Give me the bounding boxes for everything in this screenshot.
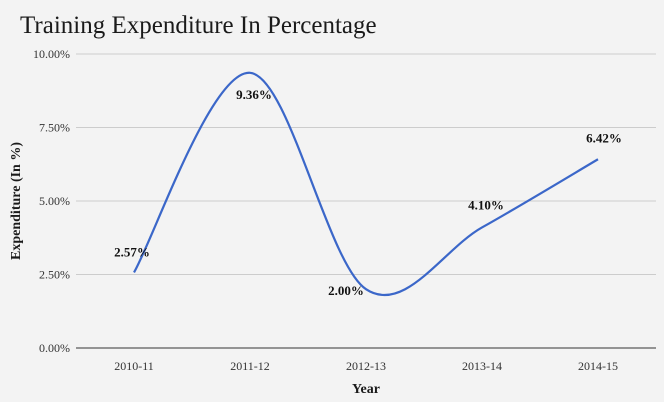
data-label: 2.57% bbox=[114, 244, 150, 259]
data-label: 2.00% bbox=[328, 283, 364, 298]
y-tick-label: 0.00% bbox=[39, 341, 70, 355]
x-tick-label: 2010-11 bbox=[114, 359, 154, 373]
y-axis-title: Expenditure (In %) bbox=[9, 142, 24, 260]
y-tick-label: 2.50% bbox=[39, 268, 70, 282]
y-tick-label: 10.00% bbox=[33, 47, 70, 61]
y-tick-labels: 0.00% 2.50% 5.00% 7.50% 10.00% bbox=[33, 47, 70, 355]
x-tick-label: 2012-13 bbox=[346, 359, 386, 373]
series-line bbox=[133, 71, 599, 297]
x-tick-label: 2011-12 bbox=[230, 359, 270, 373]
data-label: 6.42% bbox=[586, 130, 622, 145]
y-tick-label: 7.50% bbox=[39, 121, 70, 135]
x-axis-title: Year bbox=[352, 382, 380, 397]
chart-title: Training Expenditure In Percentage bbox=[20, 12, 377, 39]
data-labels: 2.57% 9.36% 2.00% 4.10% 6.42% bbox=[114, 87, 622, 298]
data-label: 9.36% bbox=[236, 87, 272, 102]
gridlines bbox=[76, 53, 656, 349]
x-tick-label: 2014-15 bbox=[578, 359, 618, 373]
x-tick-label: 2013-14 bbox=[462, 359, 502, 373]
x-tick-labels: 2010-11 2011-12 2012-13 2013-14 2014-15 bbox=[114, 359, 618, 373]
data-label: 4.10% bbox=[468, 197, 504, 212]
y-tick-label: 5.00% bbox=[39, 194, 70, 208]
